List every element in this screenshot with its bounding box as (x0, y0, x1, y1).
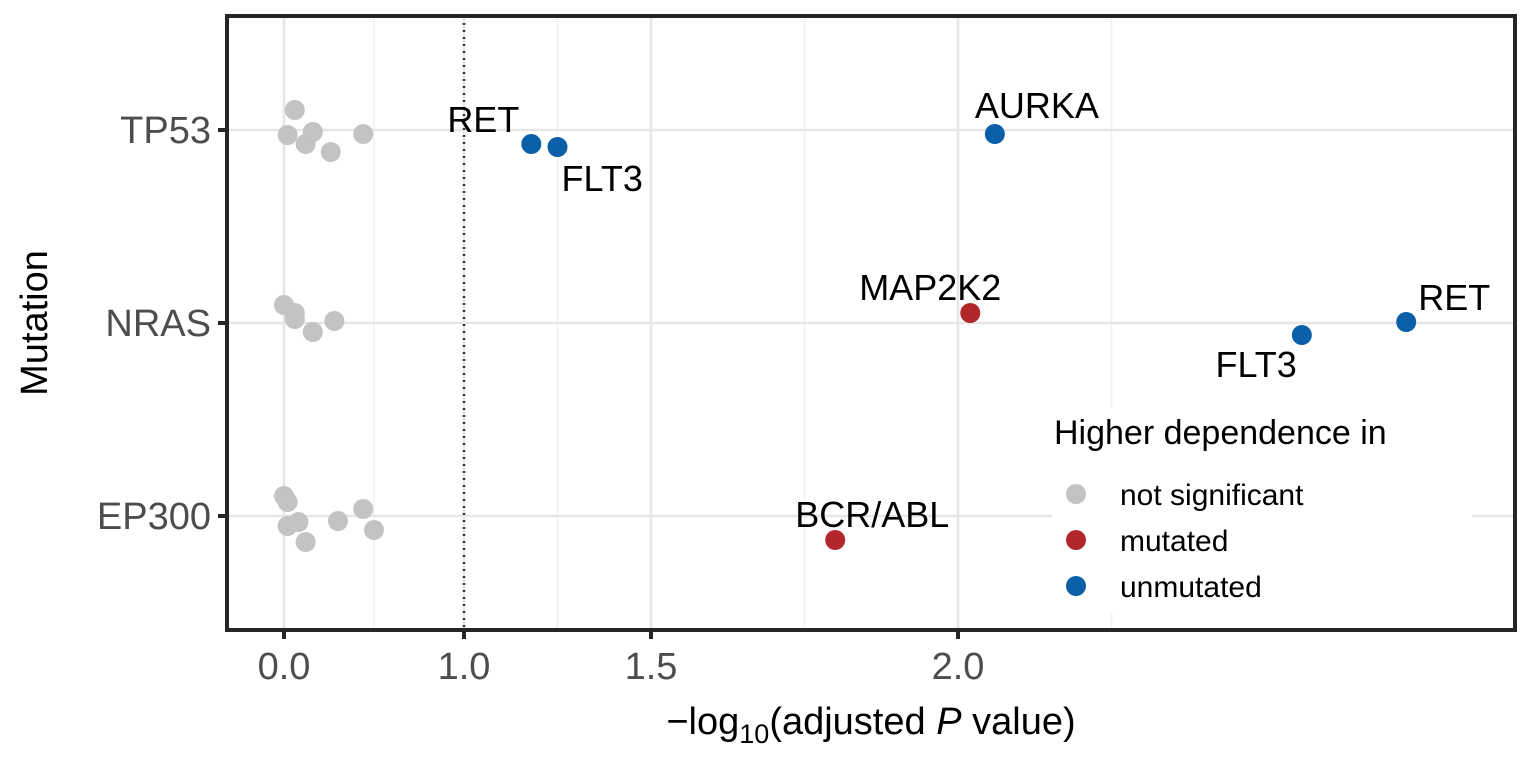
legend: Higher dependence in not significant muta… (1052, 408, 1472, 613)
x-axis: 0.0 1.0 1.5 2.0 (258, 630, 985, 688)
point-ep300-not-significant (353, 499, 374, 519)
legend-swatch-not-significant (1066, 484, 1086, 504)
data-points (274, 100, 1417, 552)
x-axis-title: −log10(adjusted P value) (666, 701, 1075, 749)
point-ep300-not-significant (295, 532, 316, 552)
point-ep300-not-significant (328, 511, 348, 531)
y-axis-title: Mutation (14, 250, 56, 396)
x-tick-label: 1.0 (438, 646, 491, 688)
point-nras-unmutated (1291, 325, 1312, 345)
x-tick-label: 2.0 (932, 646, 985, 688)
x-tick-label: 0.0 (258, 646, 311, 688)
x-axis-title-italic: P (936, 701, 962, 743)
point-label: FLT3 (1215, 344, 1296, 385)
legend-background (1052, 408, 1472, 613)
point-label: RET (1418, 277, 1490, 318)
point-nras-not-significant (284, 309, 305, 329)
point-tp53-unmutated (547, 137, 568, 157)
x-axis-title-middle: (adjusted (769, 701, 936, 743)
x-axis-title-suffix: value) (962, 701, 1076, 743)
legend-swatch-unmutated (1066, 576, 1086, 596)
point-ep300-not-significant (288, 512, 309, 532)
legend-label-not-significant: not significant (1120, 479, 1304, 512)
x-tick-label: 1.5 (625, 646, 678, 688)
point-ep300-not-significant (364, 520, 384, 540)
point-label: RET (447, 99, 519, 140)
point-tp53-not-significant (302, 122, 323, 142)
legend-swatch-mutated (1066, 530, 1086, 550)
y-tick-label: NRAS (105, 303, 211, 345)
y-tick-label: EP300 (97, 496, 211, 538)
point-nras-not-significant (302, 322, 323, 342)
point-tp53-not-significant (277, 125, 298, 145)
point-ep300-not-significant (277, 492, 298, 512)
x-axis-title-subscript: 10 (739, 719, 769, 749)
point-labels: RET FLT3 AURKA MAP2K2 FLT3 RET BCR/ABL (447, 85, 1490, 535)
point-label: MAP2K2 (859, 267, 1001, 308)
y-tick-label: TP53 (120, 110, 211, 152)
point-label: AURKA (975, 85, 1099, 126)
point-nras-unmutated (1396, 312, 1417, 332)
point-ep300-mutated (825, 530, 846, 550)
point-label: BCR/ABL (795, 494, 949, 535)
legend-entries: not significant mutated unmutated (1066, 479, 1304, 604)
y-axis: TP53 NRAS EP300 (97, 110, 227, 538)
x-axis-title-prefix: −log (666, 701, 739, 743)
point-nras-not-significant (324, 311, 345, 331)
point-nras-mutated (960, 303, 981, 323)
point-tp53-not-significant (353, 124, 374, 144)
point-tp53-unmutated (984, 124, 1005, 144)
legend-label-unmutated: unmutated (1120, 571, 1262, 604)
grid-major (227, 16, 1515, 630)
point-tp53-not-significant (320, 142, 341, 162)
point-tp53-unmutated (521, 134, 542, 154)
point-tp53-not-significant (284, 100, 305, 120)
legend-title: Higher dependence in (1054, 414, 1387, 452)
point-label: FLT3 (562, 158, 643, 199)
legend-label-mutated: mutated (1120, 525, 1228, 558)
